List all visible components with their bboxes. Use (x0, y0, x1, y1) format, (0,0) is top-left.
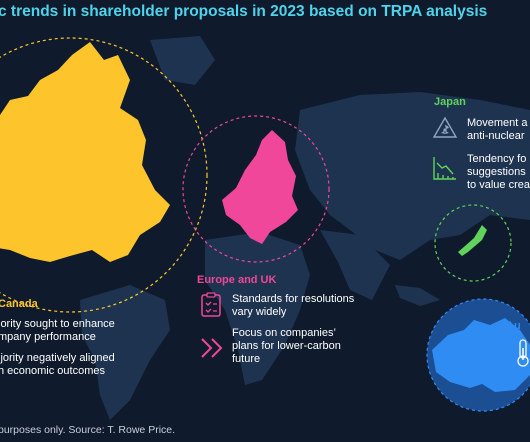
canada-item-1-line-1: jority sought to enhance (0, 318, 115, 330)
europe-item-1-line-2: vary widely (232, 306, 287, 318)
europe-item-2-line-1: Focus on companies’ (232, 327, 336, 339)
japan-item-1-line-2: anti-nuclear (467, 130, 525, 142)
canada-item-1-line-2: mpany performance (0, 331, 96, 343)
checklist-icon (201, 292, 221, 317)
north-america-shape (0, 42, 170, 262)
canada-item-2-line-1: ijority negatively aligned (0, 352, 115, 364)
japan-item-2-line-2: suggestions (467, 166, 526, 178)
page-title: c trends in shareholder proposals in 202… (0, 3, 488, 20)
japan-shape (458, 225, 487, 256)
japan-item-2-line-1: Tendency fo (467, 153, 527, 165)
double-chevron-icon (201, 338, 223, 358)
region-label-australia: Au (506, 320, 521, 332)
australia-shape (432, 318, 530, 392)
source-note: purposes only. Source: T. Rowe Price. (0, 424, 176, 436)
europe-shape (222, 130, 298, 244)
europe-item-1-line-1: Standards for resolutions (232, 293, 355, 305)
europe-item-2-line-3: future (232, 353, 261, 365)
europe-item-2-line-2: plans for lower-carbon (232, 340, 341, 352)
region-label-japan: Japan (434, 96, 466, 108)
canada-item-2-line-2: h economic outcomes (0, 365, 105, 377)
nuclear-icon (432, 116, 458, 138)
region-label-canada: Canada (0, 298, 38, 310)
thermometer-icon (517, 339, 529, 367)
declining-chart-icon (433, 157, 456, 180)
japan-item-1-line-1: Movement a (467, 117, 528, 129)
japan-item-2-line-3: to value crea (467, 179, 530, 191)
region-label-europe: Europe and UK (197, 274, 277, 286)
